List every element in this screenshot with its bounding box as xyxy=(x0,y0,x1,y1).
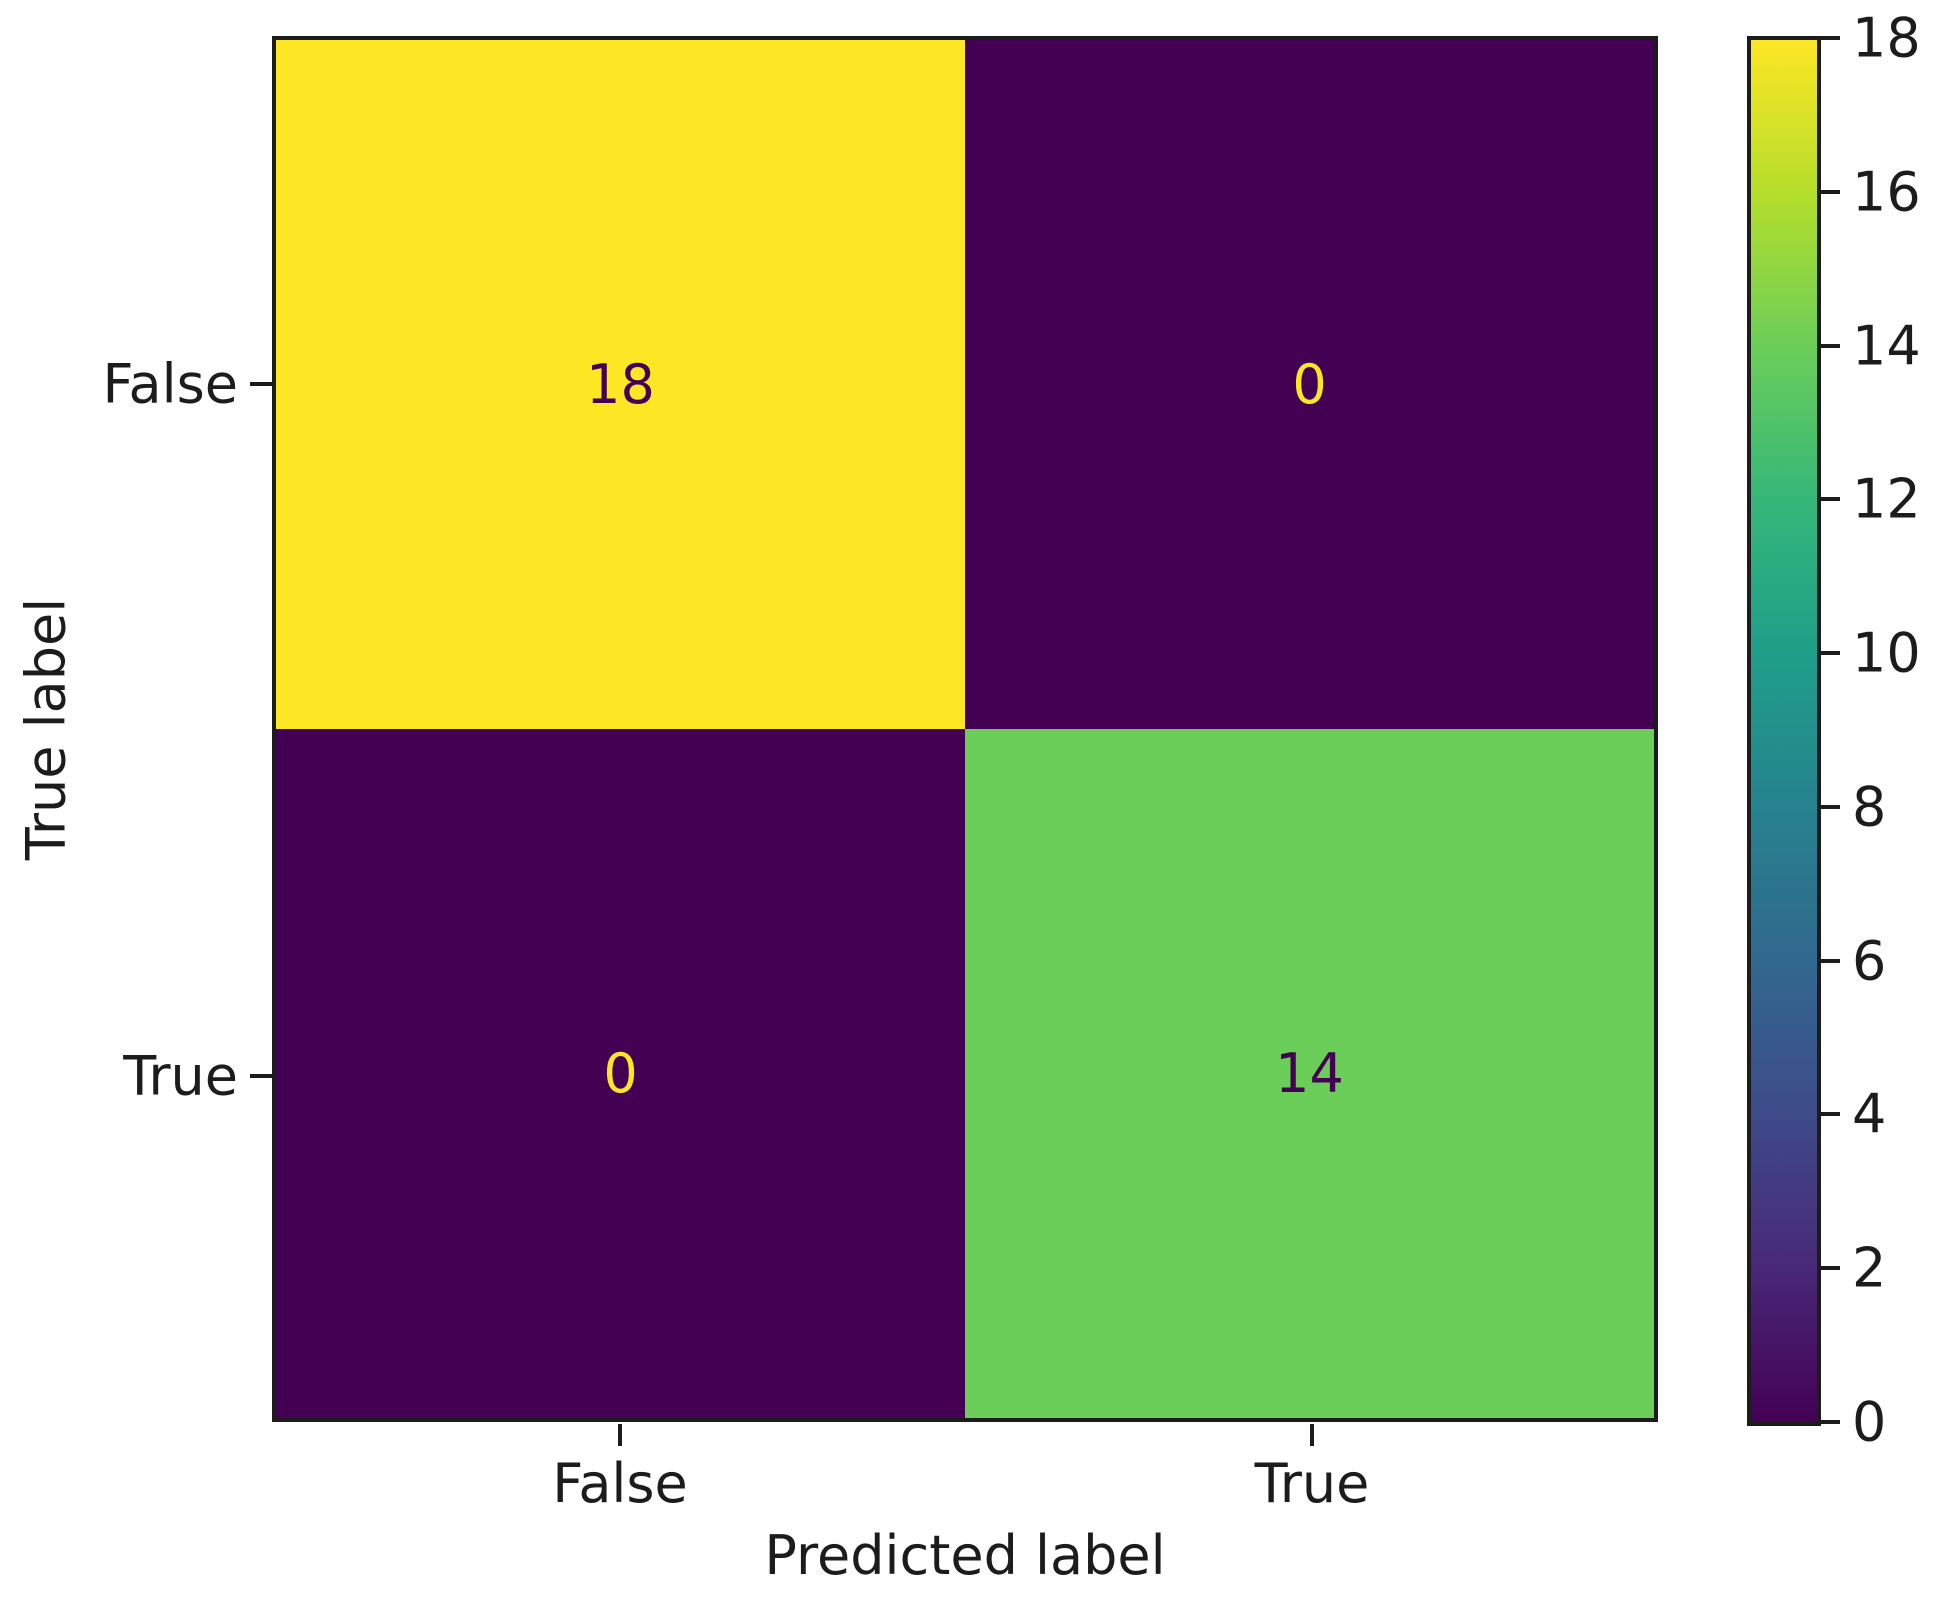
cell-true-false-pred-true: 0 xyxy=(965,40,1654,729)
x-tick-mark-true xyxy=(1310,1424,1314,1446)
colorbar-tick-label-8: 8 xyxy=(1852,775,1887,839)
colorbar-tick-label-12: 12 xyxy=(1852,467,1921,531)
y-tick-label-false: False xyxy=(102,352,238,416)
cell-true-true-pred-true: 14 xyxy=(965,729,1654,1418)
colorbar-tick-mark-4 xyxy=(1818,1112,1840,1116)
colorbar-tick-mark-18 xyxy=(1818,36,1840,40)
colorbar-tick-mark-14 xyxy=(1818,344,1840,348)
colorbar-tick-mark-2 xyxy=(1818,1266,1840,1270)
y-tick-label-true: True xyxy=(123,1044,238,1108)
colorbar-tick-label-10: 10 xyxy=(1852,621,1921,685)
colorbar-tick-mark-16 xyxy=(1818,190,1840,194)
cell-true-true-pred-false: 0 xyxy=(276,729,965,1418)
x-tick-label-false: False xyxy=(552,1452,688,1515)
colorbar-tick-mark-10 xyxy=(1818,651,1840,655)
y-axis-title: True label xyxy=(14,597,78,861)
colorbar-tick-label-4: 4 xyxy=(1852,1082,1887,1146)
colorbar-tick-mark-0 xyxy=(1818,1420,1840,1424)
colorbar-tick-mark-12 xyxy=(1818,497,1840,501)
colorbar-tick-mark-8 xyxy=(1818,805,1840,809)
x-tick-label-true: True xyxy=(1254,1452,1370,1515)
colorbar-tick-label-14: 14 xyxy=(1852,314,1921,378)
cell-true-false-pred-false: 18 xyxy=(276,40,965,729)
colorbar-tick-label-6: 6 xyxy=(1852,929,1887,993)
y-tick-mark-true xyxy=(250,1074,272,1078)
colorbar-tick-label-16: 16 xyxy=(1852,160,1921,224)
heatmap-plot-area: 18 0 0 14 xyxy=(272,36,1658,1422)
x-tick-mark-false xyxy=(618,1424,622,1446)
colorbar-gradient xyxy=(1747,36,1821,1426)
x-axis-title: Predicted label xyxy=(764,1524,1166,1587)
y-tick-mark-false xyxy=(250,382,272,386)
colorbar-tick-mark-6 xyxy=(1818,959,1840,963)
colorbar-tick-label-0: 0 xyxy=(1852,1390,1887,1454)
colorbar-tick-label-2: 2 xyxy=(1852,1236,1887,1300)
colorbar-tick-label-18: 18 xyxy=(1852,6,1921,70)
